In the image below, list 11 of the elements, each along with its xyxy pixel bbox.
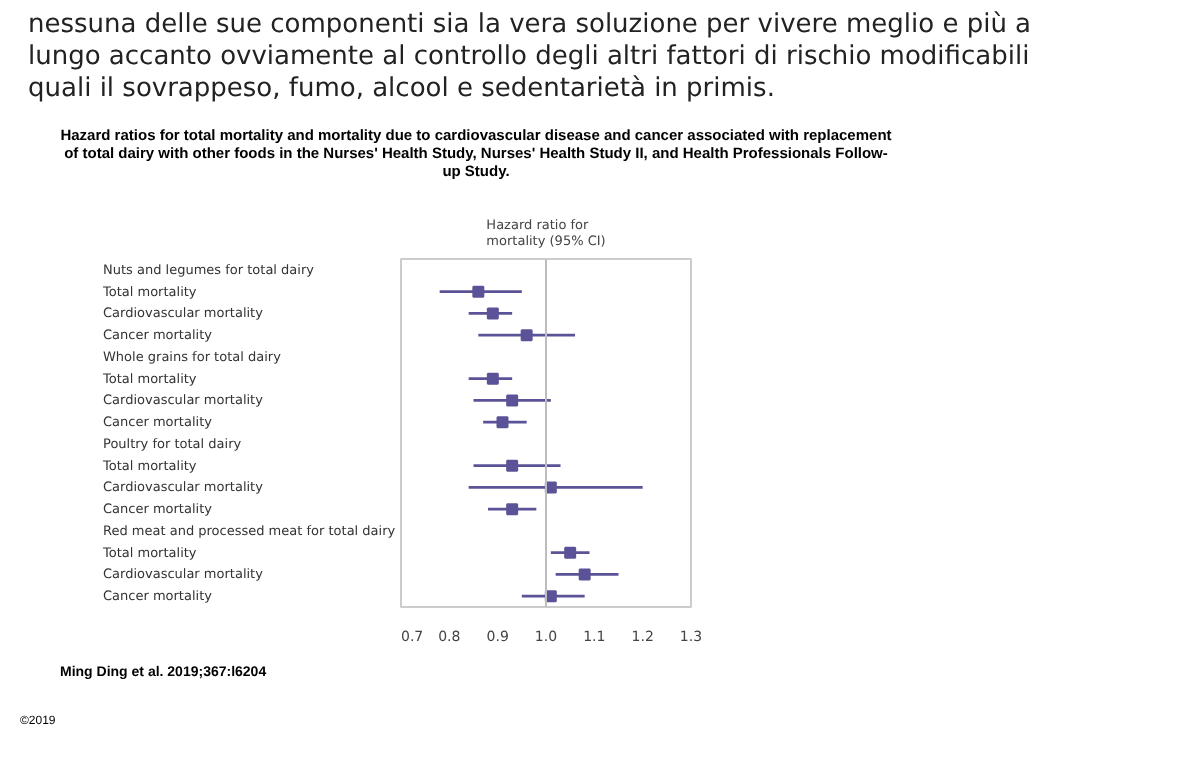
point — [496, 416, 509, 429]
point — [520, 329, 533, 342]
point — [506, 459, 519, 472]
point — [486, 307, 499, 320]
point — [472, 285, 485, 298]
point — [486, 372, 499, 385]
point — [564, 546, 577, 559]
point — [506, 394, 519, 407]
point — [578, 568, 591, 581]
point — [506, 503, 519, 516]
text: nessuna delle sue componenti sia la vera soluzione per vivere meglio e più a lungo accanto ovviamente al controllo degli altri fattori di rischio modificabili quali il sovrappeso, fumo, alcool e sedentarietà in primis. — [28, 10, 1032, 106]
